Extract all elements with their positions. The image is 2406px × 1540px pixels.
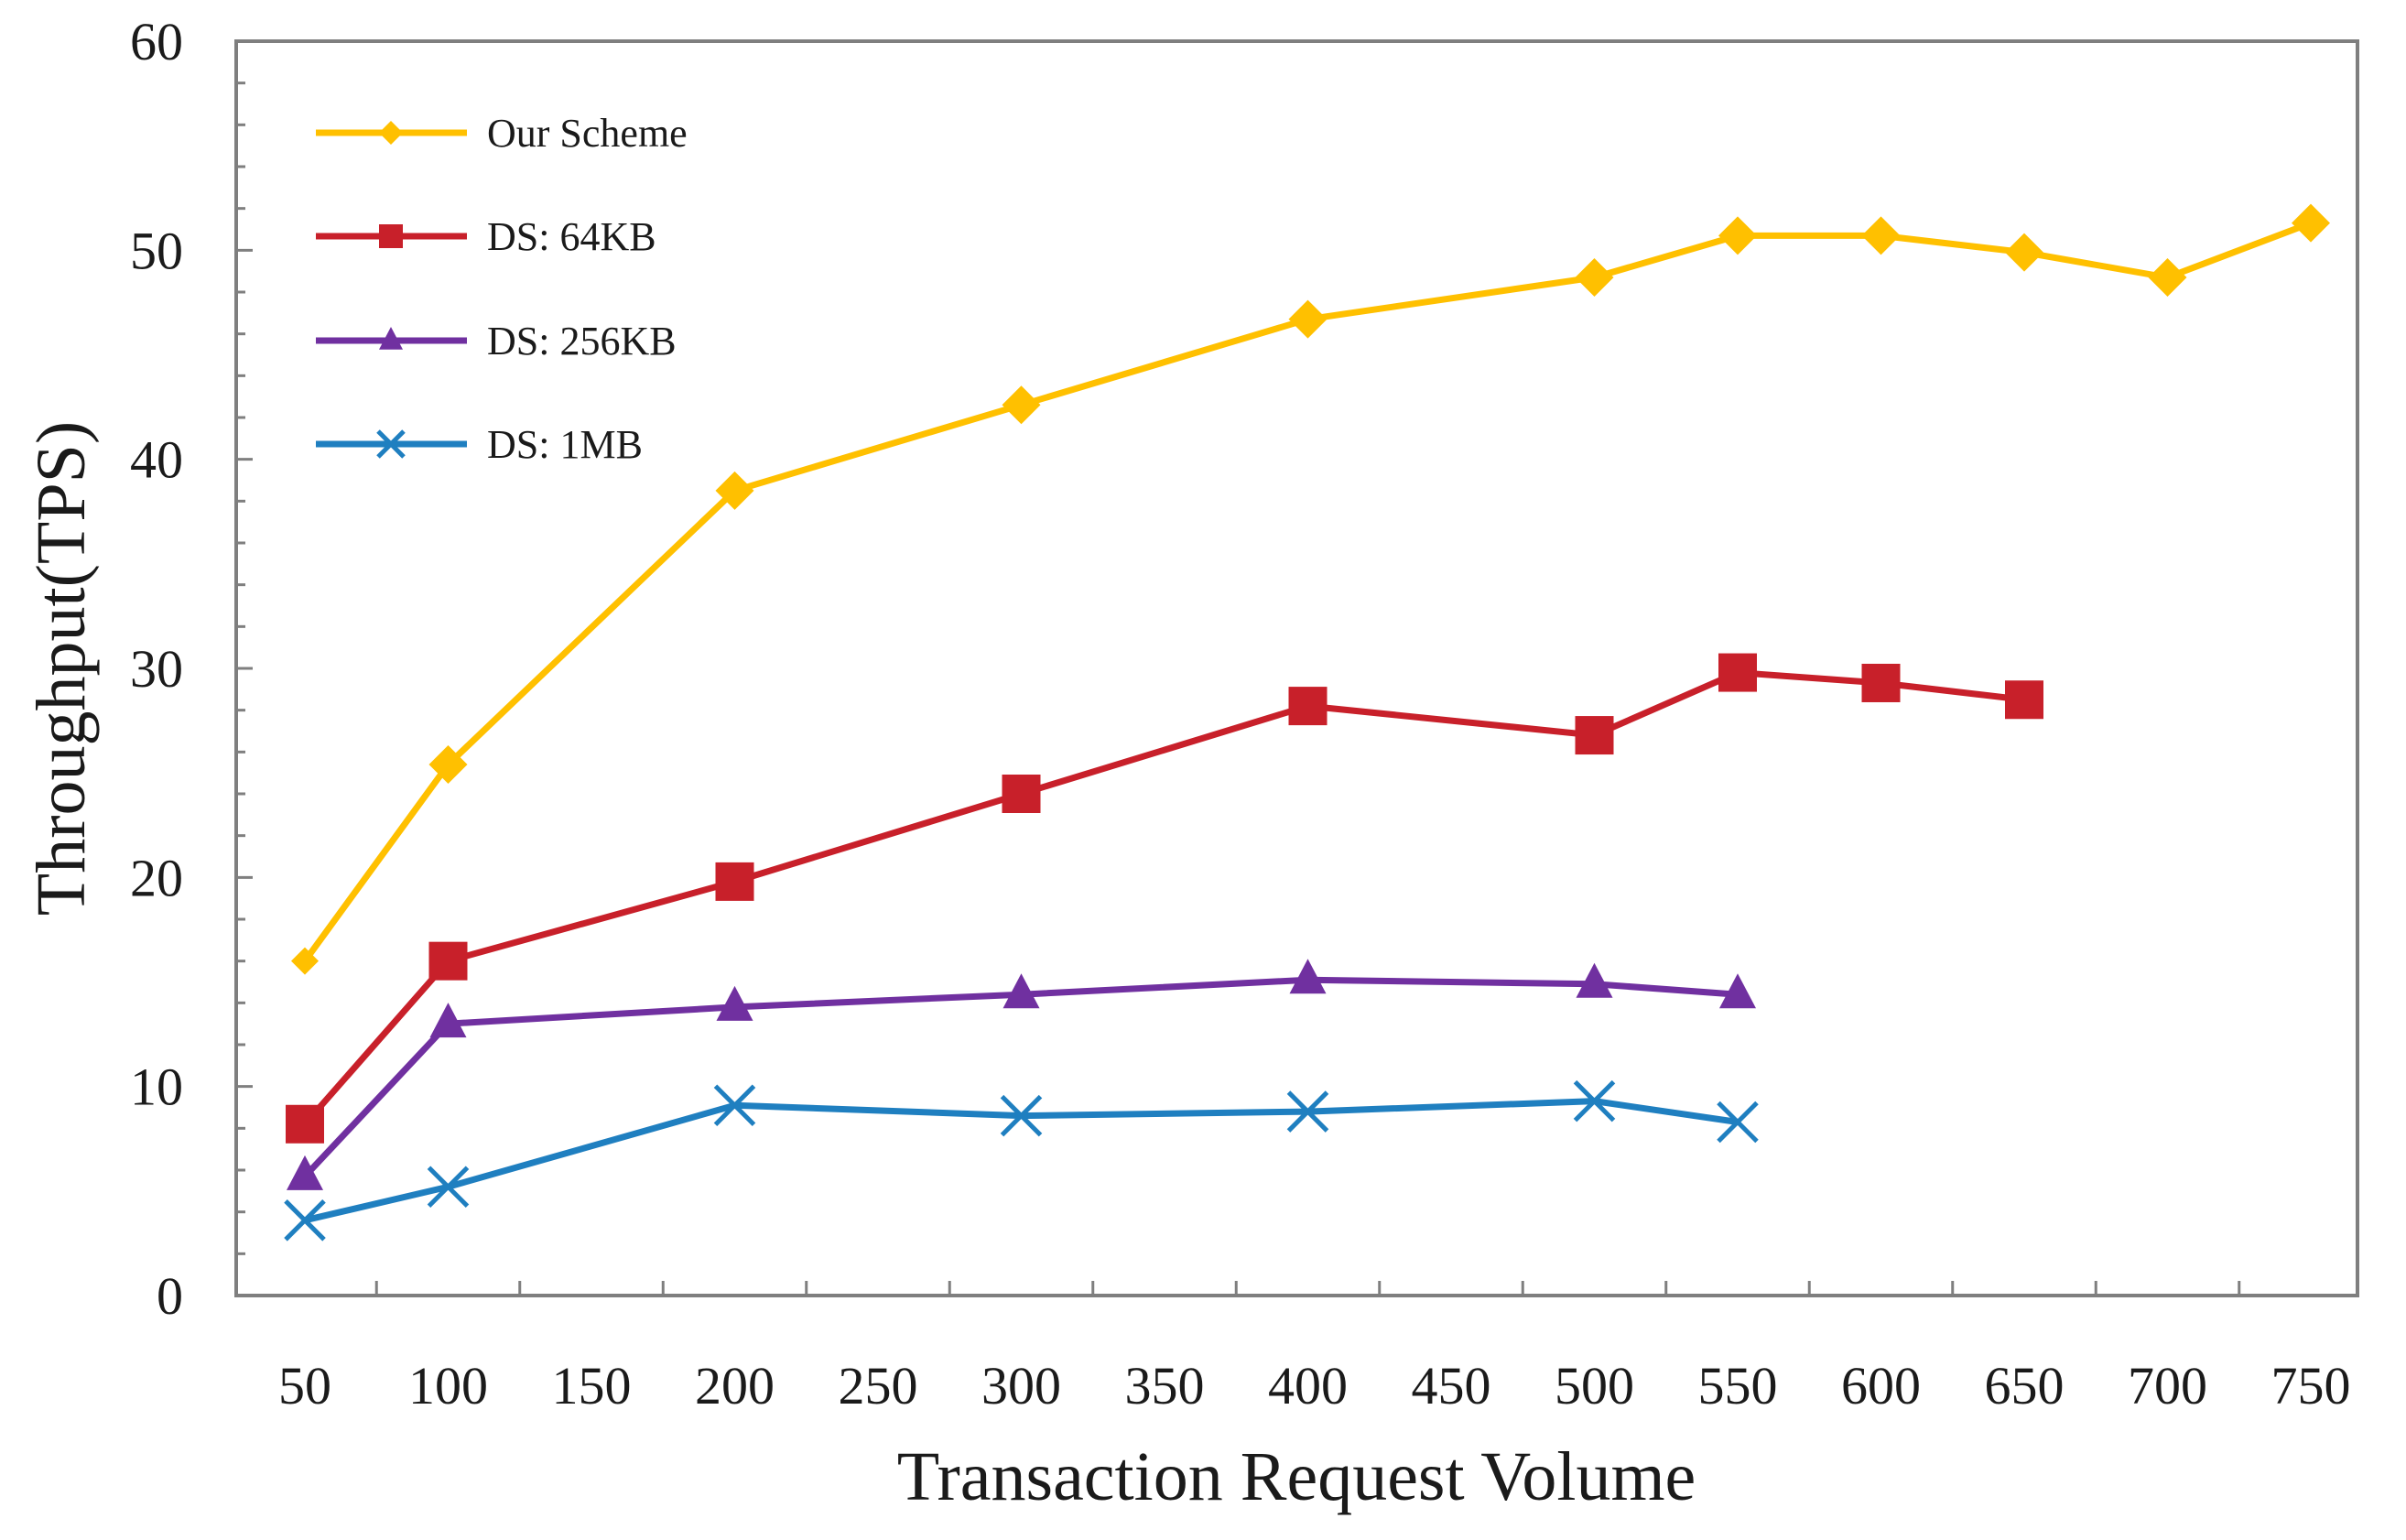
y-axis-title: Throughput(TPS) bbox=[23, 421, 100, 916]
data-point bbox=[1575, 716, 1614, 755]
data-point-stroke bbox=[427, 1166, 470, 1209]
x-tick-label: 200 bbox=[695, 1356, 775, 1415]
data-point bbox=[379, 121, 403, 145]
legend-label: DS: 64KB bbox=[487, 214, 656, 259]
data-point bbox=[1718, 216, 1757, 255]
legend-entry-ds-1mb: DS: 1MB bbox=[316, 422, 643, 467]
series-line bbox=[302, 669, 2025, 1127]
data-point bbox=[715, 862, 754, 901]
data-point bbox=[2292, 203, 2330, 243]
y-tick-label: 60 bbox=[130, 12, 183, 71]
data-point bbox=[1576, 962, 1613, 998]
x-tick-label: 700 bbox=[2128, 1356, 2207, 1415]
y-tick-label: 10 bbox=[130, 1057, 183, 1117]
x-tick-label: 400 bbox=[1268, 1356, 1348, 1415]
data-point bbox=[286, 1104, 324, 1144]
data-point bbox=[291, 947, 319, 975]
data-point bbox=[1288, 299, 1328, 339]
x-tick-label: 150 bbox=[552, 1356, 632, 1415]
data-point-stroke bbox=[376, 429, 406, 459]
data-point bbox=[1718, 653, 1757, 692]
x-axis: 50 100 150 200 250 300 350 400 450 500 550 600 650 70… bbox=[278, 1281, 2351, 1415]
data-point bbox=[428, 745, 468, 785]
data-point bbox=[427, 1166, 470, 1209]
data-point-stroke bbox=[1000, 1094, 1043, 1137]
x-tick-label: 550 bbox=[1698, 1356, 1778, 1415]
series-ds-64kb bbox=[286, 653, 2043, 1144]
series-ds-256kb bbox=[287, 959, 1756, 1190]
data-point bbox=[1575, 258, 1614, 298]
data-point bbox=[287, 1155, 323, 1190]
x-tick-label: 750 bbox=[2271, 1356, 2351, 1415]
y-tick-label: 0 bbox=[157, 1266, 183, 1326]
data-point-stroke bbox=[1717, 1101, 1759, 1144]
data-point bbox=[428, 941, 468, 981]
data-point bbox=[376, 429, 406, 459]
x-tick-label: 50 bbox=[278, 1356, 331, 1415]
data-point bbox=[2148, 258, 2187, 298]
data-point bbox=[715, 471, 754, 510]
x-tick-label: 450 bbox=[1412, 1356, 1491, 1415]
x-tick-label: 500 bbox=[1555, 1356, 1634, 1415]
data-point bbox=[1002, 973, 1040, 1009]
y-tick-label: 30 bbox=[130, 639, 183, 699]
legend-entry-ds-64kb: DS: 64KB bbox=[316, 214, 656, 259]
data-point bbox=[1286, 1090, 1329, 1133]
y-tick-label: 50 bbox=[130, 221, 183, 280]
data-point bbox=[713, 1084, 756, 1126]
legend-label: DS: 256KB bbox=[487, 319, 677, 363]
data-point-stroke bbox=[713, 1084, 756, 1126]
x-tick-label: 300 bbox=[981, 1356, 1061, 1415]
data-point bbox=[1861, 663, 1901, 702]
data-point bbox=[429, 1003, 467, 1038]
data-point bbox=[716, 985, 753, 1021]
data-point bbox=[2005, 680, 2043, 720]
data-point-stroke bbox=[284, 1199, 326, 1242]
x-tick-label: 350 bbox=[1125, 1356, 1205, 1415]
y-tick-label: 40 bbox=[130, 430, 183, 490]
legend-entry-our-scheme: Our Scheme bbox=[316, 111, 688, 156]
data-point-stroke bbox=[1286, 1090, 1329, 1133]
data-point bbox=[1573, 1079, 1616, 1122]
legend: Our Scheme DS: 64KB DS: 256KB DS: 1MB bbox=[316, 111, 688, 467]
x-tick-label: 100 bbox=[408, 1356, 488, 1415]
series-ds-1mb bbox=[284, 1079, 1759, 1242]
data-point bbox=[1719, 973, 1756, 1009]
data-point bbox=[1717, 1101, 1759, 1144]
data-point bbox=[1002, 385, 1041, 425]
data-point bbox=[379, 224, 403, 248]
series-line bbox=[302, 976, 1739, 1179]
series-line bbox=[304, 1098, 1739, 1224]
legend-label: Our Scheme bbox=[487, 111, 688, 156]
legend-entry-ds-256kb: DS: 256KB bbox=[316, 319, 677, 363]
x-tick-label: 250 bbox=[839, 1356, 918, 1415]
series-layer bbox=[284, 203, 2330, 1242]
series-our-scheme bbox=[291, 203, 2330, 975]
data-point bbox=[284, 1199, 326, 1242]
data-point bbox=[2005, 233, 2043, 272]
y-axis: 0 10 20 30 40 50 60 bbox=[130, 12, 253, 1326]
data-point bbox=[1289, 959, 1327, 994]
y-tick-label: 20 bbox=[130, 848, 183, 907]
data-point bbox=[1861, 216, 1901, 255]
data-point-stroke bbox=[1573, 1079, 1616, 1122]
data-point bbox=[1000, 1094, 1043, 1137]
data-point bbox=[1002, 775, 1041, 813]
x-tick-label: 600 bbox=[1841, 1356, 1921, 1415]
x-axis-title: Transaction Request Volume bbox=[897, 1438, 1696, 1515]
x-tick-label: 650 bbox=[1985, 1356, 2065, 1415]
legend-label: DS: 1MB bbox=[487, 422, 643, 467]
data-point bbox=[1288, 687, 1328, 726]
data-point bbox=[379, 327, 403, 350]
